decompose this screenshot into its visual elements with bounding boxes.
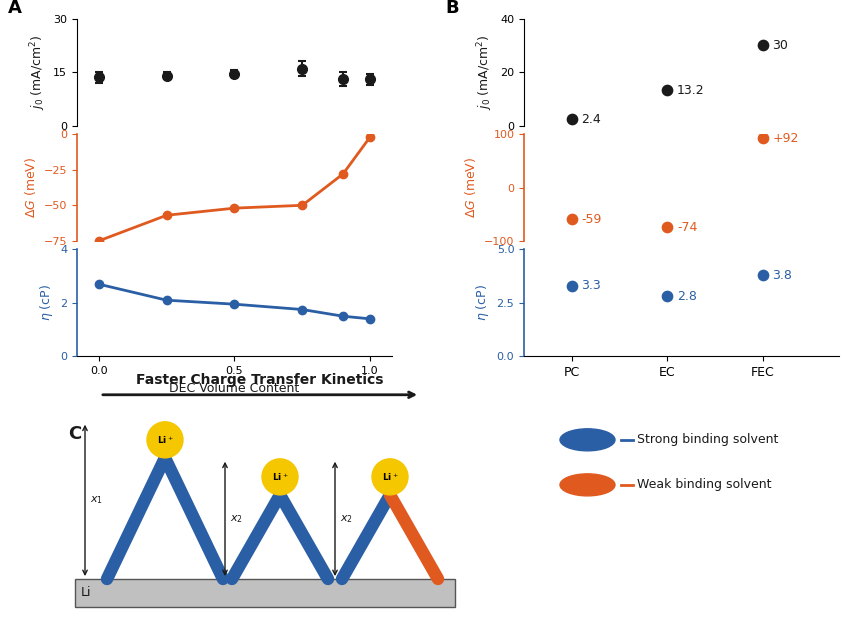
Text: 3.3: 3.3 <box>581 279 601 292</box>
Point <box>565 114 579 124</box>
Text: Li$^+$: Li$^+$ <box>157 434 174 446</box>
Text: Li: Li <box>81 586 92 599</box>
Y-axis label: $\Delta$$\it{G}$ (meV): $\Delta$$\it{G}$ (meV) <box>23 157 39 218</box>
X-axis label: DEC Volume Content: DEC Volume Content <box>169 381 300 394</box>
Y-axis label: $\it{j}$$_0$ (mA/cm$^2$): $\it{j}$$_0$ (mA/cm$^2$) <box>475 34 495 110</box>
Text: Li$^+$: Li$^+$ <box>382 471 398 482</box>
Text: +92: +92 <box>772 132 799 145</box>
Point <box>565 214 579 224</box>
Point <box>756 270 770 280</box>
Text: 2.8: 2.8 <box>677 290 697 303</box>
Text: 30: 30 <box>772 39 788 52</box>
Text: B: B <box>445 0 459 18</box>
Ellipse shape <box>560 474 615 496</box>
Circle shape <box>147 422 183 458</box>
Ellipse shape <box>560 429 615 451</box>
Circle shape <box>262 459 298 495</box>
Text: $x_1$: $x_1$ <box>90 494 103 506</box>
Circle shape <box>372 459 408 495</box>
Y-axis label: $\it{j}$$_0$ (mA/cm$^2$): $\it{j}$$_0$ (mA/cm$^2$) <box>28 34 48 110</box>
Point <box>660 85 674 95</box>
Text: 3.8: 3.8 <box>772 269 792 282</box>
Text: Li$^+$: Li$^+$ <box>271 471 288 482</box>
Text: 13.2: 13.2 <box>677 84 704 97</box>
Text: A: A <box>8 0 21 18</box>
Text: Faster Charge Transfer Kinetics: Faster Charge Transfer Kinetics <box>136 372 383 387</box>
Text: 2.4: 2.4 <box>581 112 601 126</box>
Text: $x_2$: $x_2$ <box>230 513 243 525</box>
Point <box>756 41 770 51</box>
Point <box>565 281 579 291</box>
Text: Strong binding solvent: Strong binding solvent <box>637 433 778 446</box>
Text: Weak binding solvent: Weak binding solvent <box>637 478 771 491</box>
Text: $x_2$: $x_2$ <box>340 513 353 525</box>
Text: C: C <box>68 425 81 442</box>
Y-axis label: $\eta$ (cP): $\eta$ (cP) <box>38 284 55 321</box>
Text: -74: -74 <box>677 221 698 234</box>
Point <box>660 291 674 301</box>
Text: -59: -59 <box>581 213 602 226</box>
Bar <box>75 579 455 607</box>
Point <box>756 133 770 143</box>
Y-axis label: $\eta$ (cP): $\eta$ (cP) <box>474 284 491 321</box>
Point <box>660 222 674 232</box>
Y-axis label: $\Delta$$\it{G}$ (meV): $\Delta$$\it{G}$ (meV) <box>463 157 479 218</box>
